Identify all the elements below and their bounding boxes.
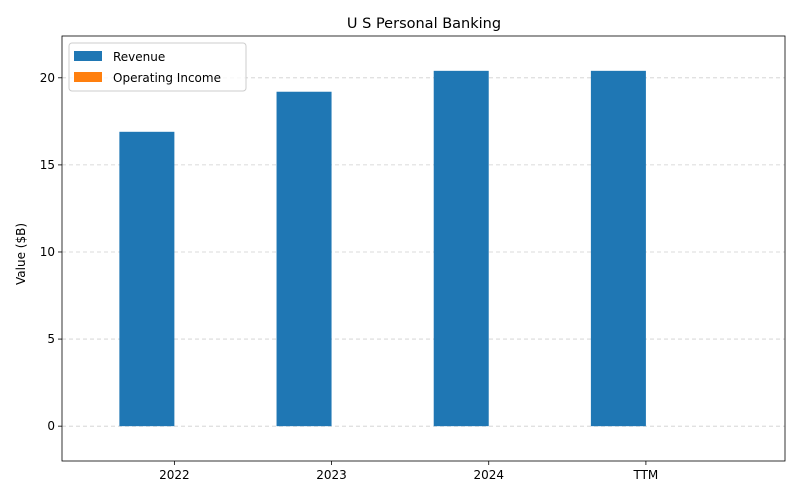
- bar-revenue-ttm: [590, 70, 646, 427]
- bar-revenue-2024: [433, 70, 489, 427]
- y-tick-label: 20: [40, 71, 55, 85]
- y-tick-label: 10: [40, 245, 55, 259]
- bar-revenue-2023: [276, 91, 332, 427]
- legend-swatch-operating-income: [74, 72, 102, 82]
- chart-title: U S Personal Banking: [347, 16, 501, 32]
- y-tick-label: 0: [47, 419, 55, 433]
- legend-box: [68, 42, 247, 92]
- bars: [119, 70, 646, 427]
- legend-label-revenue: Revenue: [113, 50, 165, 64]
- bar-revenue-2022: [119, 131, 175, 427]
- grid-lines: [62, 77, 785, 427]
- axes: 0 5 10 15 20 2022 2023 2024 TTM: [40, 35, 786, 482]
- legend: Revenue Operating Income: [68, 42, 247, 92]
- plot-frame: [61, 35, 786, 462]
- x-tick-label: 2024: [473, 468, 504, 482]
- x-tick-label: TTM: [632, 468, 658, 482]
- legend-swatch-revenue: [74, 51, 102, 61]
- x-tick-label: 2022: [159, 468, 190, 482]
- y-tick-label: 5: [47, 332, 55, 346]
- legend-label-operating-income: Operating Income: [113, 71, 221, 85]
- x-tick-label: 2023: [316, 468, 347, 482]
- y-tick-label: 15: [40, 158, 55, 172]
- y-axis-label: Value ($B): [14, 223, 28, 285]
